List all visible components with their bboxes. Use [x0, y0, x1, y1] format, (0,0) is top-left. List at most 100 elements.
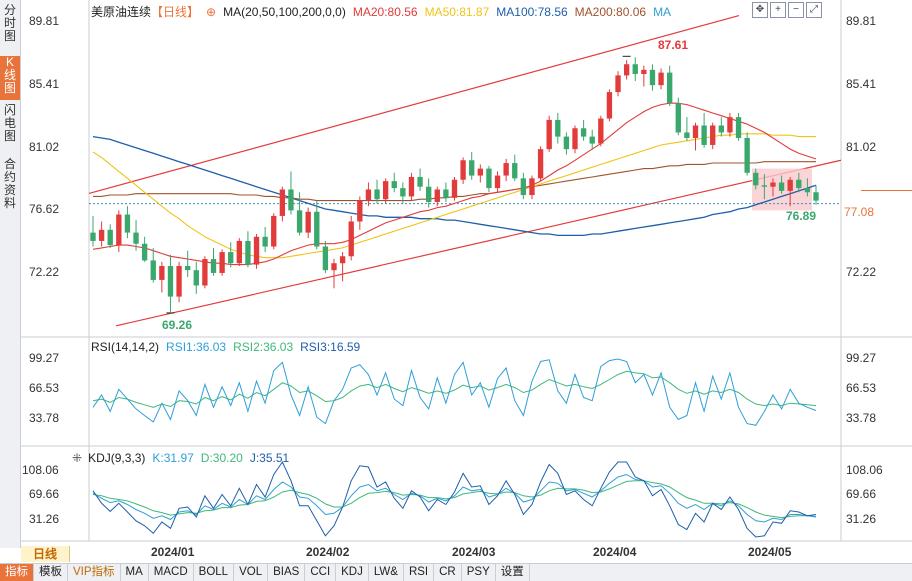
- candle-body: [288, 189, 294, 211]
- tab-boll[interactable]: BOLL: [194, 564, 235, 581]
- y-tick-left: 81.02: [29, 140, 60, 154]
- period-label-header: 【日线】: [151, 5, 200, 19]
- candle-body: [718, 125, 724, 133]
- kdj-k-line: [92, 473, 817, 523]
- candle-body: [426, 186, 432, 202]
- candle-body: [684, 132, 690, 138]
- date-tick: 2024/03: [452, 545, 496, 559]
- candle-body: [555, 119, 561, 137]
- kdj-params: KDJ(9,3,3): [88, 451, 146, 465]
- rsi-tick-left: 66.53: [29, 381, 60, 395]
- tab-time-chart[interactable]: 分时图: [0, 4, 20, 50]
- add-icon[interactable]: ⊕: [206, 5, 217, 19]
- candle-body: [210, 259, 217, 273]
- fullscreen-icon[interactable]: ⤢: [806, 2, 822, 18]
- candle-body: [322, 246, 329, 271]
- rsi-tick-right: 33.78: [846, 411, 877, 425]
- candle-body: [133, 232, 139, 244]
- tab-vol[interactable]: VOL: [234, 564, 269, 581]
- tab-contract-info[interactable]: 合约资料: [0, 158, 20, 214]
- y-tick-left: 89.81: [29, 14, 60, 28]
- candle-body: [623, 64, 630, 76]
- ma50-value: MA50:81.87: [424, 5, 490, 19]
- settings-icon[interactable]: ⁜: [72, 451, 83, 465]
- kdj-tick-right: 31.26: [846, 512, 877, 526]
- tab-label: 合约资料: [3, 157, 16, 210]
- candle-body: [563, 136, 570, 150]
- candle-body: [202, 259, 208, 286]
- candle-body: [761, 185, 768, 187]
- tab-psy[interactable]: PSY: [462, 564, 496, 581]
- kdj-tick-left: 108.06: [22, 463, 59, 477]
- period-button[interactable]: 日线: [21, 546, 70, 562]
- candle-body: [228, 252, 234, 264]
- tab-templates[interactable]: 模板: [34, 564, 68, 581]
- tab-indicators[interactable]: 指标: [0, 564, 34, 581]
- kdj-tick-left: 69.66: [29, 487, 60, 501]
- candle-body: [236, 240, 242, 264]
- j-value: J:35.51: [249, 451, 290, 465]
- tab-label: 分时图: [3, 3, 16, 43]
- k-value: K:31.97: [152, 451, 194, 465]
- candle-body: [813, 192, 819, 201]
- chart-toolbar: ✥ + − ⤢: [752, 2, 822, 18]
- candle-body: [107, 229, 113, 246]
- candle-body: [408, 176, 415, 197]
- zoom-in-icon[interactable]: +: [770, 2, 786, 18]
- y-tick-right: 85.41: [846, 77, 877, 91]
- candle-body: [503, 163, 509, 176]
- candle-body: [279, 189, 286, 216]
- candle-body: [546, 119, 552, 150]
- candle-body: [598, 118, 604, 144]
- tab-cr[interactable]: CR: [434, 564, 462, 581]
- candle-body: [692, 125, 699, 138]
- candle-body: [253, 236, 260, 265]
- tab-kdj[interactable]: KDJ: [336, 564, 369, 581]
- tab-settings[interactable]: 设置: [496, 564, 530, 581]
- kdj-legend: ⁜ KDJ(9,3,3) K:31.97 D:30.20 J:35.51: [72, 451, 296, 465]
- recent-low-annotation: 76.89: [786, 209, 817, 223]
- candle-body: [374, 189, 380, 200]
- candle-body: [417, 176, 423, 187]
- date-tick: 2024/02: [306, 545, 350, 559]
- candle-body: [632, 64, 638, 74]
- tab-bias[interactable]: BIAS: [268, 564, 306, 581]
- candle-body: [98, 229, 105, 241]
- candle-body: [193, 270, 199, 286]
- chart-svg[interactable]: [21, 0, 912, 548]
- candle-body: [658, 72, 664, 86]
- candle-body: [796, 179, 802, 189]
- candle-body: [167, 266, 174, 297]
- candle-body: [606, 92, 613, 119]
- tab-lw[interactable]: LW&: [369, 564, 404, 581]
- candle-body: [400, 188, 406, 197]
- channel-lower: [115, 159, 842, 327]
- y-tick-left: 72.22: [29, 265, 60, 279]
- candle-body: [124, 214, 131, 233]
- tab-flash-chart[interactable]: 闪电图: [0, 104, 20, 150]
- crosshair-icon[interactable]: ✥: [752, 2, 768, 18]
- rsi-tick-right: 99.27: [846, 351, 877, 365]
- candle-body: [141, 243, 148, 261]
- candle-body: [778, 182, 785, 191]
- candle-body: [460, 160, 466, 180]
- candle-body: [331, 263, 337, 271]
- candle-body: [770, 182, 776, 187]
- candle-body: [477, 168, 483, 176]
- kdj-d-line: [92, 480, 817, 519]
- y-tick-right: 72.22: [846, 265, 877, 279]
- last-price-marker: [861, 190, 912, 200]
- high-annotation: 87.61: [658, 38, 689, 52]
- zoom-out-icon[interactable]: −: [788, 2, 804, 18]
- tab-vip-indicators[interactable]: VIP指标: [68, 564, 121, 581]
- ma100-line: [92, 135, 817, 237]
- candle-body: [735, 117, 742, 138]
- y-tick-left: 76.62: [29, 202, 60, 216]
- candle-body: [753, 172, 759, 186]
- tab-ma[interactable]: MA: [121, 564, 149, 581]
- kdj-tick-right: 108.06: [846, 463, 883, 477]
- tab-cci[interactable]: CCI: [305, 564, 337, 581]
- tab-macd[interactable]: MACD: [149, 564, 194, 581]
- tab-rsi[interactable]: RSI: [404, 564, 435, 581]
